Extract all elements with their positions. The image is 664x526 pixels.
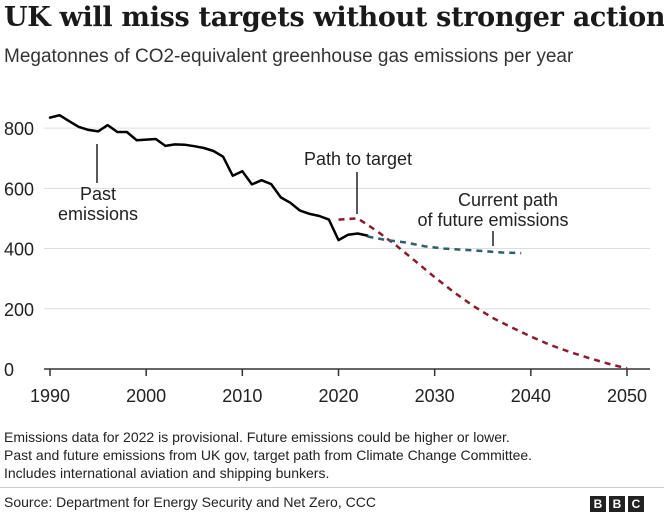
chart-title: UK will miss targets without stronger ac… (4, 2, 664, 33)
logo-letter: B (609, 496, 625, 512)
y-tick-label: 800 (4, 119, 34, 139)
annotation-label: of future emissions (417, 210, 568, 230)
series-line-path-to-target (338, 217, 628, 370)
note-line: Emissions data for 2022 is provisional. … (4, 429, 510, 445)
x-tick-label: 2030 (415, 386, 455, 406)
x-tick-label: 2010 (222, 386, 262, 406)
note-line: Includes international aviation and ship… (4, 465, 330, 481)
bbc-logo: B B C (590, 496, 644, 512)
annotation-label: Current path (458, 190, 558, 210)
annotation-label: emissions (58, 204, 138, 224)
x-tick-label: 2040 (511, 386, 551, 406)
logo-letter: B (590, 496, 606, 512)
chart-notes: Emissions data for 2022 is provisional. … (4, 428, 660, 482)
x-tick-label: 2000 (126, 386, 166, 406)
x-tick-label: 1990 (30, 386, 70, 406)
series-line-current-path-of-future-emissions (367, 235, 522, 255)
x-tick-label: 2020 (318, 386, 358, 406)
chart-subtitle: Megatonnes of CO2-equivalent greenhouse … (4, 46, 574, 67)
logo-letter: C (628, 496, 644, 512)
source-text: Source: Department for Energy Security a… (4, 494, 376, 510)
y-tick-label: 0 (4, 360, 14, 380)
annotation-label: Path to target (304, 149, 412, 169)
series-line-past-emissions (48, 113, 369, 242)
y-tick-label: 200 (4, 300, 34, 320)
note-line: Past and future emissions from UK gov, t… (4, 447, 533, 463)
y-tick-label: 600 (4, 179, 34, 199)
y-tick-label: 400 (4, 240, 34, 260)
annotation-label: Past (80, 184, 116, 204)
footer-divider (0, 487, 664, 488)
emissions-line-chart: 0 200 400 600 800 1990 2000 2010 2020 2030 2040 205… (4, 113, 650, 406)
x-tick-label: 2050 (607, 386, 647, 406)
